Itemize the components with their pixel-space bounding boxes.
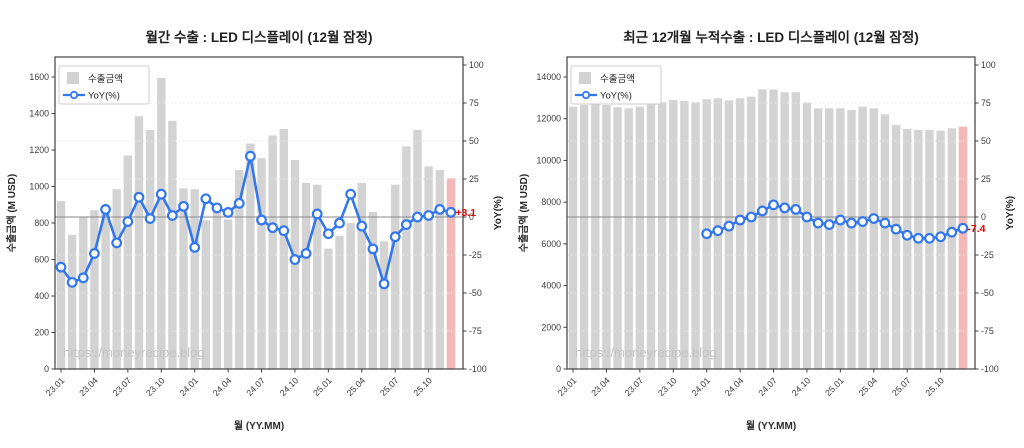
chart-title: 최근 12개월 누적수출 : LED 디스플레이 (12월 잠정) <box>623 29 919 45</box>
svg-text:23.10: 23.10 <box>144 375 167 398</box>
svg-text:24.10: 24.10 <box>790 375 813 398</box>
y-axis-label-left: 수출금액 (M USD) <box>5 174 18 252</box>
svg-text:23.07: 23.07 <box>623 375 646 398</box>
watermark-text: https://moneyrecipe.blog <box>575 345 717 360</box>
svg-text:24.07: 24.07 <box>756 375 779 398</box>
svg-text:10000: 10000 <box>537 155 562 165</box>
bar-legend-label: 수출금액 <box>88 73 123 85</box>
y-axis-label-left: 수출금액 (M USD) <box>517 174 530 252</box>
svg-text:6000: 6000 <box>541 239 561 249</box>
svg-text:75: 75 <box>469 98 479 108</box>
bar-legend-swatch <box>579 72 591 84</box>
bar-legend-label: 수출금액 <box>600 73 635 85</box>
svg-text:24.04: 24.04 <box>723 375 746 398</box>
svg-text:23.01: 23.01 <box>44 375 67 398</box>
legend: 수출금액 YoY(%) <box>58 65 150 105</box>
plot-border <box>54 56 464 370</box>
svg-text:200: 200 <box>34 328 49 338</box>
svg-text:1600: 1600 <box>29 72 49 82</box>
svg-text:-100: -100 <box>981 364 999 374</box>
svg-text:0: 0 <box>469 212 474 222</box>
plot-border <box>566 56 976 370</box>
svg-text:800: 800 <box>34 218 49 228</box>
legend: 수출금액 YoY(%) <box>570 65 662 105</box>
y-axis-label-right: YoY(%) <box>1005 196 1016 230</box>
svg-text:0: 0 <box>556 364 561 374</box>
svg-text:24.10: 24.10 <box>278 375 301 398</box>
svg-text:23.04: 23.04 <box>77 375 100 398</box>
svg-text:-75: -75 <box>981 326 994 336</box>
svg-text:25: 25 <box>981 174 991 184</box>
svg-text:25.10: 25.10 <box>923 375 946 398</box>
svg-text:25.04: 25.04 <box>345 375 368 398</box>
svg-text:23.07: 23.07 <box>111 375 134 398</box>
svg-text:12000: 12000 <box>537 114 562 124</box>
svg-text:24.01: 24.01 <box>177 375 200 398</box>
svg-text:24.01: 24.01 <box>689 375 712 398</box>
svg-text:25.01: 25.01 <box>311 375 334 398</box>
y-axis-label-right: YoY(%) <box>493 196 504 230</box>
svg-text:-50: -50 <box>981 288 994 298</box>
x-axis-label: 월 (YY.MM) <box>746 420 796 432</box>
svg-text:14000: 14000 <box>537 72 562 82</box>
svg-text:-75: -75 <box>469 326 482 336</box>
svg-text:25.10: 25.10 <box>411 375 434 398</box>
svg-text:25.07: 25.07 <box>378 375 401 398</box>
svg-text:600: 600 <box>34 255 49 265</box>
svg-text:-50: -50 <box>469 288 482 298</box>
last-value-annotation: +3.1 <box>455 207 476 219</box>
line-legend-label: YoY(%) <box>600 91 632 102</box>
svg-text:1200: 1200 <box>29 145 49 155</box>
monthly-export-chart: 월간 수출 : LED 디스플레이 (12월 잠정) 수출금액 (M USD) … <box>5 29 504 432</box>
svg-text:0: 0 <box>44 364 49 374</box>
svg-text:25.07: 25.07 <box>890 375 913 398</box>
svg-text:24.04: 24.04 <box>211 375 234 398</box>
svg-text:-100: -100 <box>469 364 487 374</box>
svg-text:8000: 8000 <box>541 197 561 207</box>
plot-area: 0 2000 4000 6000 8000 10000 12000 14000 100 75 50 2… <box>537 60 999 398</box>
svg-text:1000: 1000 <box>29 182 49 192</box>
watermark-text: https://moneyrecipe.blog <box>63 345 205 360</box>
bar-legend-swatch <box>67 72 79 84</box>
line-legend-marker <box>581 90 591 100</box>
svg-text:25: 25 <box>469 174 479 184</box>
cumulative-12m-export-chart: 최근 12개월 누적수출 : LED 디스플레이 (12월 잠정) 수출금액 (… <box>517 29 1016 432</box>
svg-text:75: 75 <box>981 98 991 108</box>
svg-text:0: 0 <box>981 212 986 222</box>
last-value-annotation: -7.4 <box>967 223 985 235</box>
svg-text:-25: -25 <box>981 250 994 260</box>
svg-text:23.04: 23.04 <box>589 375 612 398</box>
line-legend-marker <box>69 90 79 100</box>
svg-text:1400: 1400 <box>29 109 49 119</box>
svg-text:25.04: 25.04 <box>857 375 880 398</box>
svg-text:24.07: 24.07 <box>244 375 267 398</box>
svg-text:2000: 2000 <box>541 322 561 332</box>
line-legend-label: YoY(%) <box>88 91 120 102</box>
chart-title: 월간 수출 : LED 디스플레이 (12월 잠정) <box>145 29 372 45</box>
svg-text:400: 400 <box>34 291 49 301</box>
svg-text:100: 100 <box>469 60 484 70</box>
svg-text:50: 50 <box>981 136 991 146</box>
svg-text:100: 100 <box>981 60 996 70</box>
svg-text:50: 50 <box>469 136 479 146</box>
svg-text:25.01: 25.01 <box>823 375 846 398</box>
x-axis-label: 월 (YY.MM) <box>234 420 284 432</box>
svg-text:-25: -25 <box>469 250 482 260</box>
svg-text:4000: 4000 <box>541 281 561 291</box>
svg-text:23.01: 23.01 <box>556 375 579 398</box>
svg-text:23.10: 23.10 <box>656 375 679 398</box>
